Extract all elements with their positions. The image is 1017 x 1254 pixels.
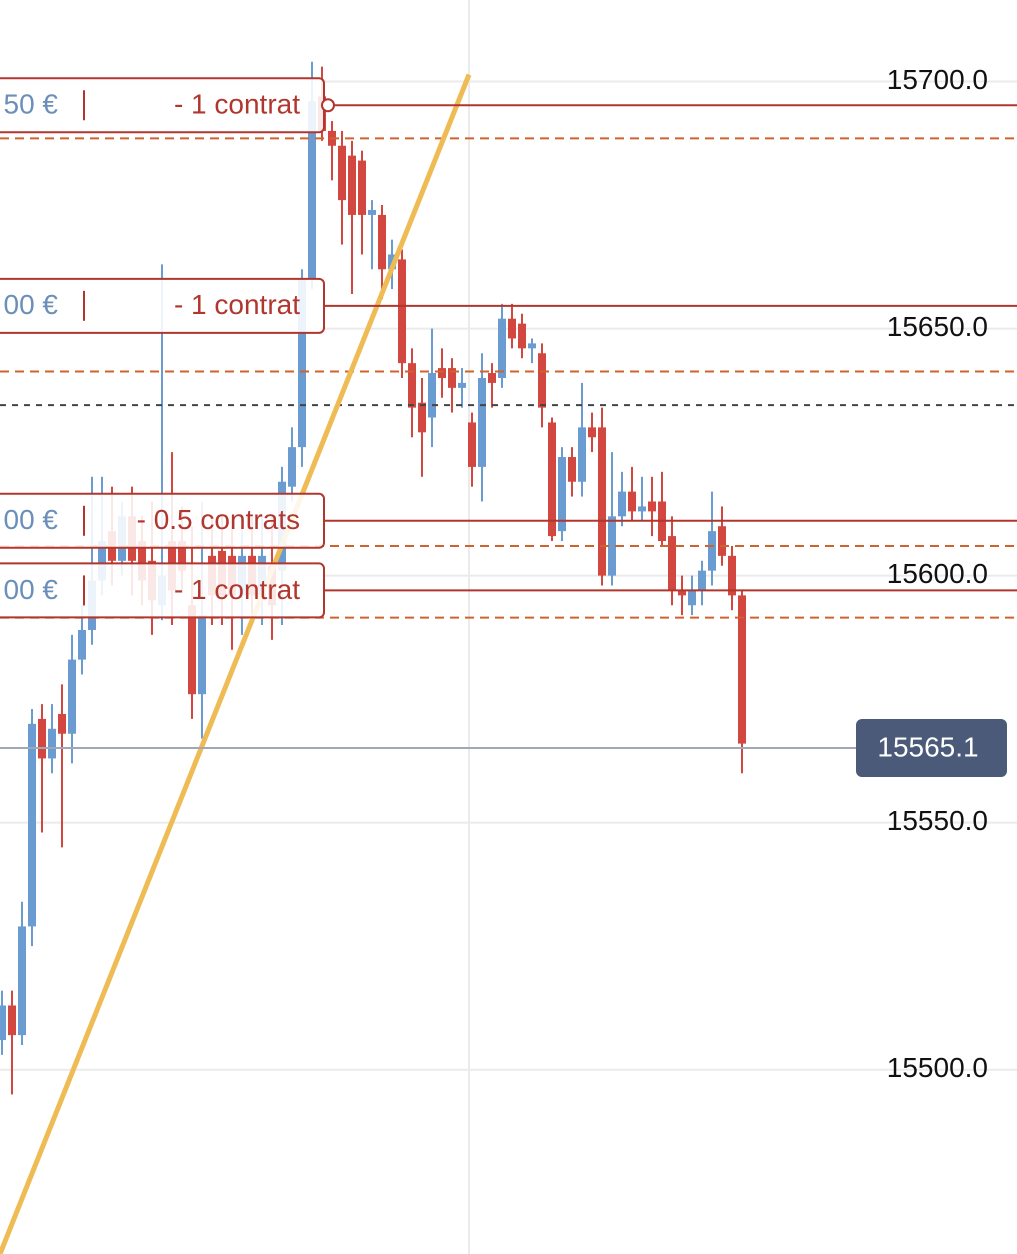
candle-body	[348, 155, 356, 215]
candle-body	[678, 590, 686, 596]
candle-body	[18, 926, 26, 1036]
candle-body	[688, 590, 696, 606]
candle-body	[468, 422, 476, 467]
y-tick-label: 15600.0	[887, 558, 988, 589]
order-box	[0, 277, 325, 334]
candle-body	[698, 570, 706, 591]
candle-body	[408, 363, 416, 408]
candle-body	[98, 541, 106, 581]
candle-body	[288, 447, 296, 487]
candle-body	[38, 718, 46, 759]
last-price-label: 15565.1	[877, 731, 978, 762]
order-quantity: - 1 contrat	[174, 574, 300, 605]
candle-body	[508, 318, 516, 339]
order-box	[0, 492, 325, 549]
candle-body	[628, 491, 636, 512]
candle-body	[458, 382, 466, 388]
order-handle	[321, 98, 335, 113]
candle-body	[398, 259, 406, 364]
candle-body	[488, 373, 496, 383]
candle-body	[378, 214, 386, 270]
y-tick-label: 15650.0	[887, 311, 988, 342]
order-box	[0, 562, 325, 619]
candle-body	[528, 343, 536, 349]
candle-body	[668, 536, 676, 591]
candle-body	[588, 427, 596, 438]
candle-body	[708, 531, 716, 571]
y-tick-label: 15550.0	[887, 805, 988, 836]
candle-body	[198, 615, 206, 695]
candle-body	[68, 659, 76, 734]
candle-body	[78, 629, 86, 660]
last-price-box	[856, 719, 1007, 778]
candle-body	[538, 353, 546, 408]
candle-body	[428, 373, 436, 418]
candle-body	[498, 318, 506, 378]
candle-body	[638, 506, 646, 512]
candle-body	[578, 427, 586, 482]
candle-body	[448, 368, 456, 388]
candle-body	[8, 1005, 16, 1036]
candle-body	[308, 101, 316, 280]
candle-body	[338, 145, 346, 201]
order-quantity: - 1 contrat	[174, 89, 300, 120]
candle-body	[418, 402, 426, 433]
candle-body	[0, 1005, 6, 1041]
candle-body	[608, 516, 616, 576]
candle-body	[738, 595, 746, 744]
candle-body	[28, 723, 36, 927]
order-amount: 50 €	[4, 89, 59, 120]
candle-body	[598, 427, 606, 576]
candle-body	[358, 160, 366, 215]
candle-body	[298, 279, 306, 448]
order-amount: 00 €	[4, 574, 59, 605]
candle-body	[558, 457, 566, 532]
candle-body	[648, 501, 656, 512]
order-amount: 00 €	[4, 289, 59, 320]
candle-body	[178, 541, 186, 571]
candle-body	[138, 541, 146, 581]
candle-body	[718, 526, 726, 556]
candle-body	[478, 377, 486, 467]
trendline	[0, 73, 472, 1254]
candle-body	[518, 323, 526, 349]
candle-body	[438, 368, 446, 378]
candle-body	[368, 209, 376, 215]
order-quantity: - 0.5 contrats	[137, 504, 300, 535]
y-tick-label: 15500.0	[887, 1052, 988, 1083]
order-quantity: - 1 contrat	[174, 289, 300, 320]
order-amount: 00 €	[4, 504, 59, 535]
candle-body	[48, 728, 56, 759]
candle-body	[618, 491, 626, 517]
candle-body	[568, 457, 576, 482]
candle-body	[58, 713, 66, 734]
candle-body	[728, 555, 736, 596]
candle-body	[548, 422, 556, 537]
candle-body	[188, 605, 196, 695]
y-tick-label: 15700.0	[887, 64, 988, 95]
